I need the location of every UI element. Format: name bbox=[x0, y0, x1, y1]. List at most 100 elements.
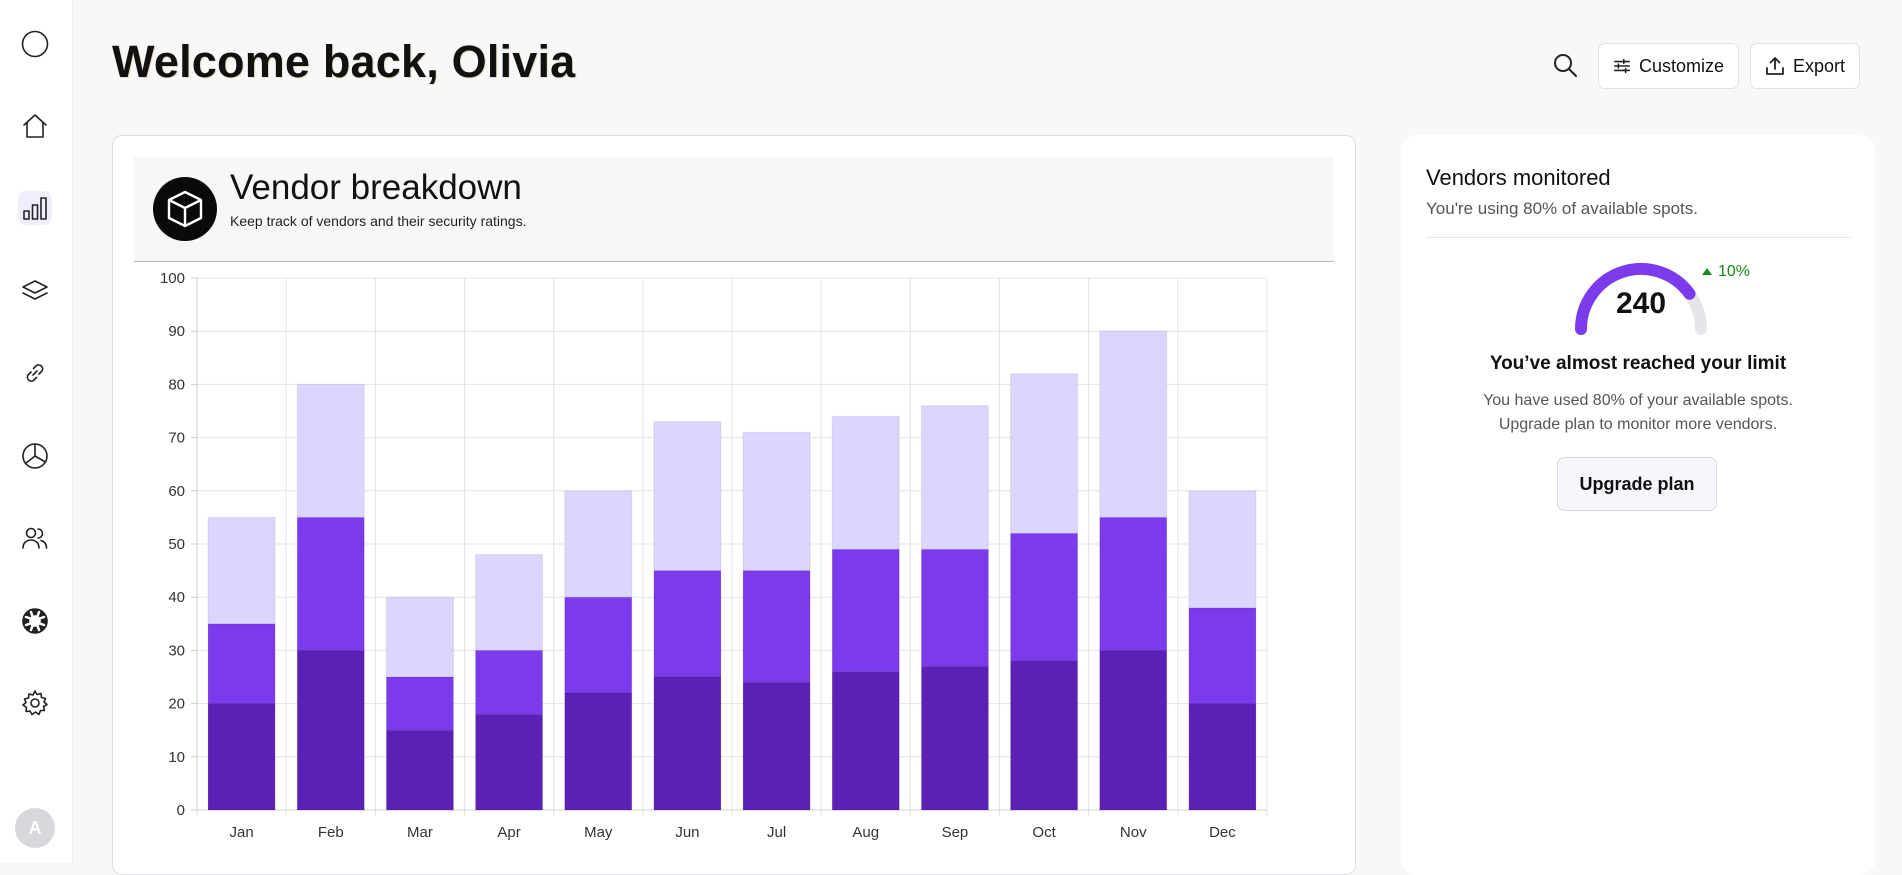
home-icon bbox=[23, 114, 47, 138]
x-tick-label: Apr bbox=[497, 824, 520, 841]
y-tick-label: 70 bbox=[168, 430, 185, 447]
limit-text-line1: You have used 80% of your available spot… bbox=[1483, 392, 1793, 409]
y-tick-label: 90 bbox=[168, 323, 185, 340]
sidebar-item-home-logo[interactable] bbox=[18, 27, 52, 61]
x-tick-label: Nov bbox=[1120, 824, 1147, 841]
bar-segment-sep-1 bbox=[920, 665, 989, 811]
x-tick-label: Jul bbox=[767, 824, 786, 841]
y-tick-label: 50 bbox=[168, 536, 185, 553]
upgrade-plan-button[interactable]: Upgrade plan bbox=[1557, 457, 1717, 511]
bar-segment-jan-1 bbox=[207, 703, 276, 811]
bar-segment-jun-1 bbox=[653, 676, 722, 811]
y-tick-label: 60 bbox=[168, 483, 185, 500]
y-tick-label: 80 bbox=[168, 376, 185, 393]
sidebar-item-layers[interactable] bbox=[18, 274, 52, 308]
sidebar-item-analytics[interactable] bbox=[18, 191, 52, 225]
bar-segment-jul-2 bbox=[742, 570, 811, 683]
bar-segment-nov-2 bbox=[1099, 516, 1168, 651]
customize-label: Customize bbox=[1638, 55, 1724, 76]
upload-icon bbox=[1766, 57, 1784, 75]
layers-icon bbox=[22, 280, 48, 300]
bar-segment-apr-2 bbox=[475, 649, 544, 715]
search-icon bbox=[1554, 54, 1577, 77]
users-icon bbox=[22, 527, 48, 549]
x-tick-label: May bbox=[584, 824, 613, 841]
bar-segment-dec-2 bbox=[1188, 607, 1257, 705]
bar-segment-sep-3 bbox=[920, 405, 989, 550]
circle-icon bbox=[21, 30, 49, 58]
card-title: Vendor breakdown bbox=[230, 168, 522, 207]
limit-title: You’ve almost reached your limit bbox=[1489, 353, 1787, 374]
avatar[interactable]: A bbox=[15, 808, 55, 848]
bar-segment-aug-3 bbox=[831, 415, 900, 550]
vendor-breakdown-card: Vendor breakdown Keep track of vendors a… bbox=[112, 135, 1356, 875]
sidebar-item-home[interactable] bbox=[18, 109, 52, 143]
x-tick-label: Sep bbox=[942, 824, 969, 841]
bar-segment-aug-2 bbox=[831, 548, 900, 673]
usage-gauge bbox=[1575, 263, 1707, 335]
sidebar-item-settings[interactable] bbox=[18, 686, 52, 720]
bar-segment-aug-1 bbox=[831, 671, 900, 811]
bar-segment-feb-1 bbox=[296, 649, 365, 811]
y-tick-label: 100 bbox=[160, 273, 185, 287]
x-tick-label: Aug bbox=[852, 824, 879, 841]
vendors-title: Vendors monitored bbox=[1426, 165, 1611, 190]
bar-segment-feb-3 bbox=[296, 383, 365, 518]
vendors-monitored-card: Vendors monitored You're using 80% of av… bbox=[1401, 135, 1875, 875]
x-tick-label: Jun bbox=[675, 824, 699, 841]
bar-segment-mar-3 bbox=[385, 596, 454, 678]
bar-segment-jun-3 bbox=[653, 421, 722, 572]
trend-value: 10% bbox=[1718, 263, 1751, 280]
box-icon bbox=[153, 177, 217, 241]
vendor-bar-chart: 0 10 20 30 40 50 60 70 80 90 100 Jan Feb Mar Apr May Jun… bbox=[160, 273, 1268, 841]
bar-segment-mar-1 bbox=[385, 729, 454, 811]
bar-segment-dec-1 bbox=[1188, 703, 1257, 811]
bar-segment-oct-3 bbox=[1010, 373, 1079, 534]
export-label: Export bbox=[1792, 55, 1845, 76]
bar-segment-jan-2 bbox=[207, 623, 276, 705]
customize-button[interactable]: Customize bbox=[1598, 43, 1739, 89]
sidebar-item-users[interactable] bbox=[18, 521, 52, 555]
card-header: Vendor breakdown Keep track of vendors a… bbox=[134, 157, 1334, 262]
lifebuoy-icon bbox=[22, 608, 48, 634]
y-tick-label: 0 bbox=[177, 802, 185, 819]
arrow-up-icon bbox=[1702, 268, 1712, 275]
link-icon bbox=[26, 364, 44, 382]
export-button[interactable]: Export bbox=[1750, 43, 1860, 89]
bar-segment-jun-2 bbox=[653, 570, 722, 678]
trend-badge: 10% bbox=[1701, 263, 1750, 281]
limit-text: You have used 80% of your available spot… bbox=[1401, 389, 1875, 437]
sidebar-item-support[interactable] bbox=[18, 604, 52, 638]
x-tick-label: Feb bbox=[318, 824, 344, 841]
x-tick-label: Dec bbox=[1209, 824, 1236, 841]
bar-segment-nov-3 bbox=[1099, 330, 1168, 518]
bar-segment-may-3 bbox=[564, 490, 633, 598]
bar-segment-dec-3 bbox=[1188, 490, 1257, 609]
gauge-value: 240 bbox=[1615, 287, 1667, 320]
bar-segment-jan-3 bbox=[207, 516, 276, 625]
bar-segment-oct-1 bbox=[1010, 660, 1079, 811]
bar-segment-jul-1 bbox=[742, 681, 811, 811]
bar-chart-icon bbox=[23, 197, 47, 220]
bar-segment-apr-1 bbox=[475, 713, 544, 811]
bar-segment-feb-2 bbox=[296, 516, 365, 651]
sidebar-item-reports[interactable] bbox=[18, 439, 52, 473]
sidebar-item-integrations[interactable] bbox=[18, 356, 52, 390]
y-tick-label: 20 bbox=[168, 696, 185, 713]
x-tick-label: Jan bbox=[229, 824, 253, 841]
x-tick-label: Mar bbox=[407, 824, 433, 841]
sliders-icon bbox=[1613, 58, 1630, 74]
bar-segment-mar-2 bbox=[385, 676, 454, 731]
gear-icon bbox=[22, 690, 48, 716]
bar-segment-sep-2 bbox=[920, 548, 989, 667]
card-subtitle: Keep track of vendors and their security… bbox=[230, 213, 527, 229]
x-tick-label: Oct bbox=[1032, 824, 1056, 841]
bar-segment-nov-1 bbox=[1099, 649, 1168, 811]
pie-chart-icon bbox=[22, 443, 48, 469]
search-button[interactable] bbox=[1548, 48, 1582, 82]
page-title: Welcome back, Olivia bbox=[112, 36, 576, 87]
gauge-fill bbox=[1575, 263, 1696, 335]
sidebar: A bbox=[0, 0, 73, 863]
limit-text-line2: Upgrade plan to monitor more vendors. bbox=[1498, 416, 1778, 433]
bar-segment-oct-2 bbox=[1010, 532, 1079, 662]
